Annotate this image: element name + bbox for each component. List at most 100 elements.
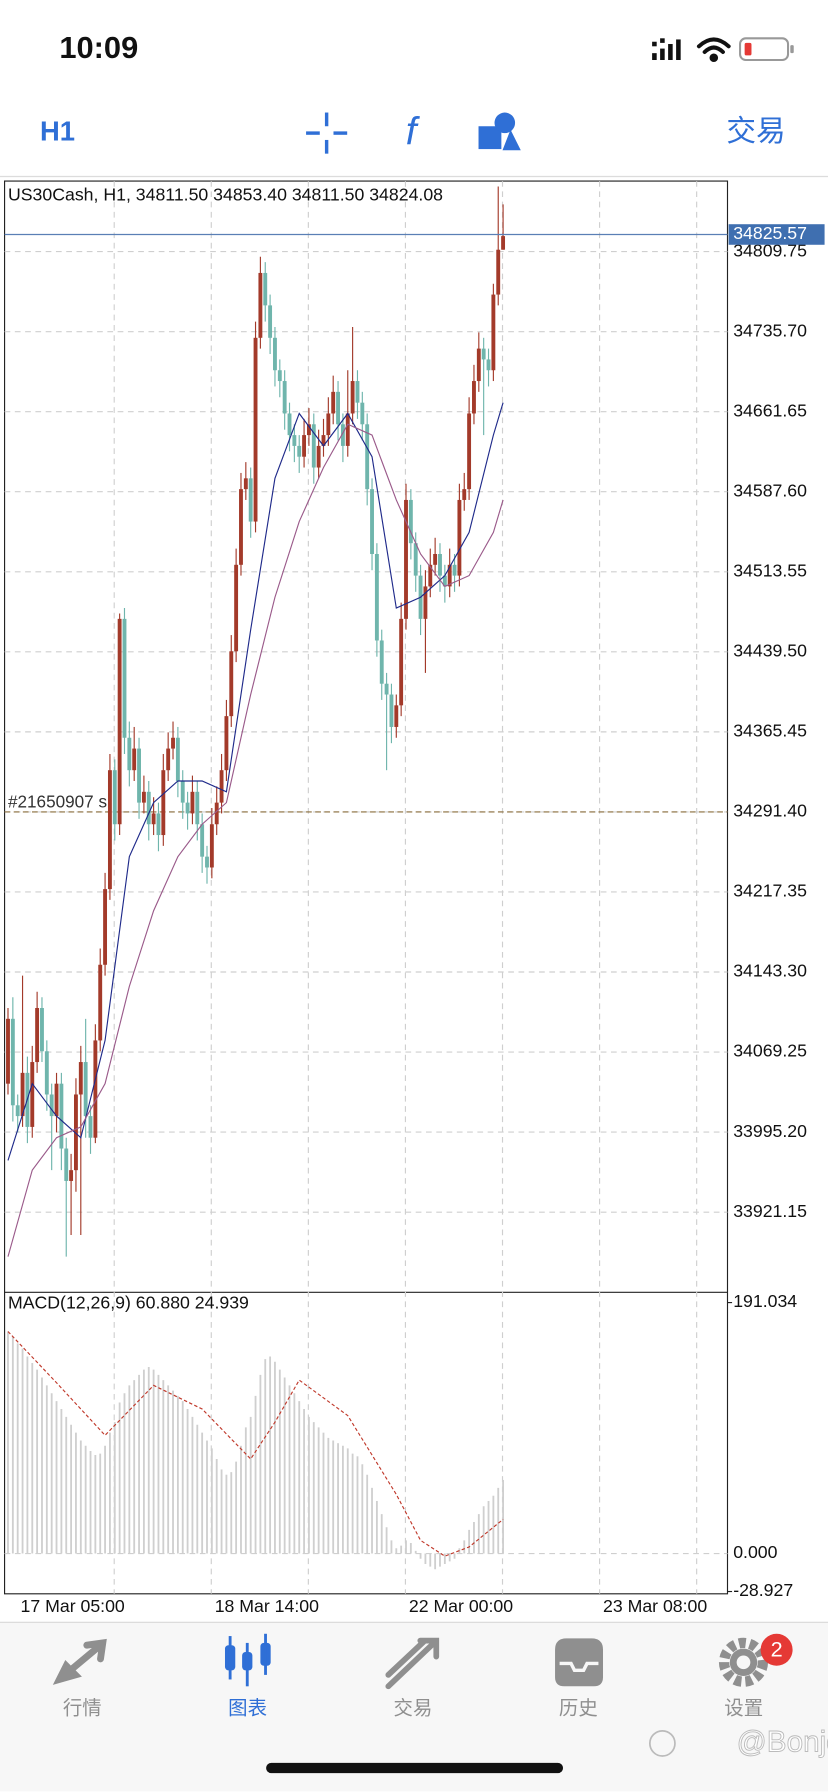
candle-body (103, 889, 108, 965)
candle-body (234, 564, 239, 652)
candle-body (331, 391, 336, 414)
candle-body (15, 1105, 20, 1117)
last-price-label: 34825.57 (733, 223, 807, 243)
candle-body (239, 489, 243, 565)
candle-body (433, 553, 438, 565)
trade-button[interactable]: 交易 (726, 115, 785, 148)
candle-body (30, 1062, 35, 1127)
x-tick-label: 17 Mar 05:00 (21, 1596, 125, 1616)
candle-body (496, 249, 501, 295)
candle-body (137, 748, 141, 803)
candle-body (302, 435, 307, 457)
candle-body (200, 824, 205, 857)
home-indicator (266, 1762, 564, 1774)
candle-body (326, 413, 331, 436)
x-tick-label: 23 Mar 08:00 (603, 1596, 707, 1616)
candle-body (69, 1170, 74, 1181)
candle-body (428, 564, 433, 587)
candle-body (49, 1094, 54, 1117)
chart-info: US30Cash, H1, 34811.50 34853.40 34811.50… (8, 185, 443, 205)
candle-body (59, 1083, 64, 1149)
y-tick-label: 34735.70 (733, 320, 807, 340)
candle-body (141, 791, 146, 803)
candle-body (462, 489, 467, 500)
tab-label: 图表 (228, 1697, 267, 1719)
tab[interactable]: 设置 (718, 1637, 769, 1719)
candle-body (340, 424, 345, 446)
crosshair-button[interactable] (306, 112, 348, 154)
candle-body (180, 781, 185, 803)
candle-body (64, 1148, 69, 1181)
candle-body (190, 791, 195, 814)
candle-body (365, 424, 370, 490)
grid (4, 181, 733, 1594)
candle-body (127, 737, 132, 771)
y-tick-label: -28.927 (733, 1580, 793, 1600)
candle-body (166, 748, 171, 771)
candle-body (40, 1008, 44, 1052)
x-tick-label: 22 Mar 00:00 (409, 1596, 513, 1616)
candle-body (306, 424, 311, 436)
candle-body (370, 489, 374, 554)
timeframe-button[interactable]: H1 (40, 115, 75, 146)
candle-body (423, 586, 428, 619)
candle-body (214, 802, 219, 825)
candle-body (447, 564, 452, 587)
badge-count: 2 (771, 1637, 783, 1662)
candle-body (442, 575, 447, 587)
candle-body (384, 683, 389, 695)
candle-body (253, 337, 258, 522)
clock: 10:09 (59, 30, 138, 65)
candle-body (311, 424, 316, 468)
y-tick-label: 34291.40 (733, 801, 807, 821)
y-tick-label: 34069.25 (733, 1041, 807, 1061)
candle-body (408, 499, 413, 544)
candle-body (161, 770, 166, 836)
candle-body (316, 445, 321, 468)
candle-body (83, 1062, 88, 1117)
tab[interactable]: 交易 (385, 1637, 440, 1720)
candle-body (399, 618, 404, 706)
candle-body (54, 1083, 59, 1117)
tab[interactable]: 行情 (52, 1638, 107, 1719)
candle-body (195, 791, 200, 825)
candle-body (355, 381, 360, 403)
moving-average (7, 423, 504, 1257)
y-tick-label: 34809.75 (733, 240, 807, 260)
wifi-icon (696, 37, 731, 63)
candle-body (467, 413, 472, 490)
candle-body (20, 1072, 25, 1117)
objects-button[interactable] (478, 112, 521, 151)
axes: 34809.75 34735.70 34661.65 34587.60 34513.55… (21, 223, 825, 1616)
candle-body (336, 391, 340, 425)
candle-body (112, 770, 117, 825)
macd-panel (7, 1331, 504, 1570)
candle-body (277, 370, 282, 382)
y-tick-label: 33921.15 (733, 1201, 807, 1221)
candle-body (10, 1018, 15, 1106)
candle-body (379, 640, 384, 684)
macd-title: MACD(12,26,9) 60.880 24.939 (8, 1292, 249, 1312)
candle-body (360, 402, 365, 425)
tab[interactable]: 图表 (224, 1633, 271, 1720)
candle-body (107, 770, 112, 890)
candle-body (258, 272, 263, 338)
battery-icon (739, 37, 794, 62)
candle-body (93, 1040, 98, 1138)
candle-body (481, 348, 486, 360)
candle-body (88, 1116, 93, 1138)
candle-body (98, 964, 103, 1041)
y-tick-label: 34365.45 (733, 721, 807, 741)
tab[interactable]: 历史 (555, 1638, 604, 1719)
tab-label: 交易 (394, 1697, 433, 1719)
candle-body (457, 499, 462, 576)
candle-body (132, 748, 137, 771)
x-tick-label: 18 Mar 14:00 (215, 1596, 319, 1616)
candle-body (185, 802, 190, 814)
candle-body (146, 791, 151, 825)
watermark-logo (648, 1729, 676, 1757)
candle-body (151, 813, 156, 825)
candle-body (413, 543, 418, 576)
candle-body (268, 305, 273, 338)
